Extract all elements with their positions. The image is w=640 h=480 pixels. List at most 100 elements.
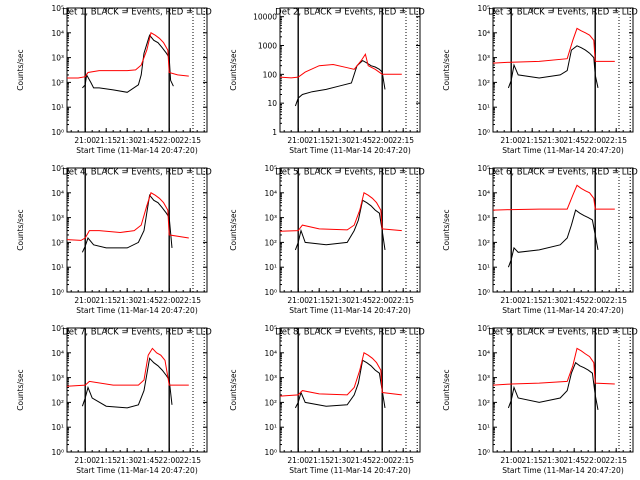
y-tick-label: 10⁵ <box>51 164 64 173</box>
y-tick-label: 10000 <box>253 13 277 22</box>
y-tick-label: 10³ <box>477 374 490 383</box>
x-axis-label: Start Time (11-Mar-14 20:47:20) <box>76 466 198 475</box>
x-tick-label: 21:30 <box>542 296 564 305</box>
series-line-lld <box>492 27 615 64</box>
x-tick-label: 21:00 <box>500 456 522 465</box>
y-tick-label: 10³ <box>51 54 64 63</box>
x-tick-label: 22:15 <box>605 296 627 305</box>
chart-title: Det 6, BLACK = Events, RED = LLD <box>488 168 638 178</box>
x-tick-label: 22:15 <box>392 136 414 145</box>
y-tick-label: 10³ <box>51 214 64 223</box>
x-tick-label: 21:30 <box>116 456 138 465</box>
x-tick-label: 21:45 <box>563 456 585 465</box>
x-tick-label: 22:00 <box>371 136 393 145</box>
x-tick-label: 21:15 <box>308 456 330 465</box>
y-tick-label: 10¹ <box>264 423 277 432</box>
y-tick-label: 10¹ <box>477 423 490 432</box>
plot-frame <box>492 7 634 133</box>
x-tick-label: 21:15 <box>308 296 330 305</box>
y-axis-label: Counts/sec <box>442 369 451 410</box>
y-tick-label: 10⁴ <box>477 29 490 38</box>
y-tick-label: 10⁰ <box>51 288 64 297</box>
chart-title: Det 7, BLACK = Events, RED = LLD <box>62 328 212 338</box>
series-line-events <box>294 359 386 409</box>
x-tick-label: 21:45 <box>137 456 159 465</box>
x-tick-label: 21:30 <box>329 296 351 305</box>
chart-panel-det-4: Det 4, BLACK = Events, RED = LLD 10⁰ 10¹ 10… <box>16 164 212 315</box>
series-line-events <box>81 357 173 409</box>
x-tick-label: 22:15 <box>179 136 201 145</box>
chart-title: Det 1, BLACK = Events, RED = LLD <box>62 8 212 18</box>
x-axis-label: Start Time (11-Mar-14 20:47:20) <box>502 306 624 315</box>
x-tick-label: 22:15 <box>179 296 201 305</box>
y-axis-label: Counts/sec <box>442 49 451 90</box>
chart-panel-det-3: Det 3, BLACK = Events, RED = LLD 10⁰ 10¹ 10… <box>442 4 638 155</box>
y-tick-label: 10⁰ <box>264 288 277 297</box>
chart-panel-det-7: Det 7, BLACK = Events, RED = LLD 10⁰ 10¹ 10… <box>16 324 212 475</box>
y-tick-label: 10² <box>264 238 277 247</box>
y-tick-label: 10² <box>51 78 64 87</box>
x-tick-label: 22:15 <box>392 296 414 305</box>
x-tick-label: 21:00 <box>74 456 96 465</box>
series-line-events <box>507 209 599 268</box>
series-line-lld <box>492 347 615 386</box>
y-axis-label: Counts/sec <box>229 49 238 90</box>
chart-title: Det 8, BLACK = Events, RED = LLD <box>275 328 425 338</box>
x-tick-label: 21:30 <box>542 136 564 145</box>
y-tick-label: 10² <box>51 398 64 407</box>
y-tick-label: 10² <box>477 398 490 407</box>
x-tick-label: 21:30 <box>542 456 564 465</box>
x-axis-label: Start Time (11-Mar-14 20:47:20) <box>289 466 411 475</box>
y-tick-label: 10⁰ <box>51 128 64 137</box>
plot-frame <box>492 167 634 293</box>
series-line-lld <box>279 52 402 79</box>
plot-frame <box>66 7 208 133</box>
series-line-lld <box>279 352 402 397</box>
y-axis-label: Counts/sec <box>229 369 238 410</box>
y-tick-label: 10⁵ <box>264 324 277 333</box>
x-tick-label: 21:00 <box>500 296 522 305</box>
series-line-lld <box>67 32 189 79</box>
x-tick-label: 21:45 <box>137 136 159 145</box>
chart-title: Det 2, BLACK = Events, RED = LLD <box>275 8 425 18</box>
x-tick-label: 22:15 <box>605 456 627 465</box>
y-tick-label: 1 <box>272 128 277 137</box>
x-tick-label: 21:45 <box>350 136 372 145</box>
series-line-lld <box>279 192 402 232</box>
series-line-events <box>507 45 599 89</box>
chart-panel-det-6: Det 6, BLACK = Events, RED = LLD 10⁰ 10¹ 10… <box>442 164 638 315</box>
x-tick-label: 21:30 <box>329 456 351 465</box>
chart-panel-det-8: Det 8, BLACK = Events, RED = LLD 10⁰ 10¹ 10… <box>229 324 425 475</box>
x-tick-label: 22:00 <box>158 296 180 305</box>
y-tick-label: 10⁰ <box>477 448 490 457</box>
y-tick-label: 10⁴ <box>264 349 277 358</box>
x-axis-label: Start Time (11-Mar-14 20:47:20) <box>289 306 411 315</box>
y-tick-label: 10⁴ <box>477 189 490 198</box>
y-tick-label: 10⁴ <box>51 349 64 358</box>
y-tick-label: 100 <box>263 70 278 79</box>
y-tick-label: 10² <box>51 238 64 247</box>
y-tick-label: 10³ <box>477 214 490 223</box>
x-tick-label: 21:00 <box>74 136 96 145</box>
chart-panel-det-9: Det 9, BLACK = Events, RED = LLD 10⁰ 10¹ 10… <box>442 324 638 475</box>
x-axis-label: Start Time (11-Mar-14 20:47:20) <box>502 466 624 475</box>
plot-frame <box>279 167 421 293</box>
x-tick-label: 21:15 <box>95 296 117 305</box>
x-tick-label: 21:45 <box>137 296 159 305</box>
x-tick-label: 21:30 <box>329 136 351 145</box>
x-tick-label: 22:00 <box>371 456 393 465</box>
plot-frame <box>66 167 208 293</box>
x-tick-label: 21:45 <box>350 296 372 305</box>
y-tick-label: 10⁵ <box>477 164 490 173</box>
x-tick-label: 21:45 <box>350 456 372 465</box>
y-tick-label: 10 <box>267 99 277 108</box>
x-axis-label: Start Time (11-Mar-14 20:47:20) <box>502 146 624 155</box>
series-line-events <box>294 199 386 251</box>
y-tick-label: 10¹ <box>477 103 490 112</box>
y-tick-label: 10⁵ <box>477 4 490 13</box>
plot-frame <box>279 327 421 453</box>
x-tick-label: 22:15 <box>179 456 201 465</box>
y-tick-label: 1000 <box>258 42 277 51</box>
y-tick-label: 10⁴ <box>51 189 64 198</box>
plot-frame <box>66 327 208 453</box>
